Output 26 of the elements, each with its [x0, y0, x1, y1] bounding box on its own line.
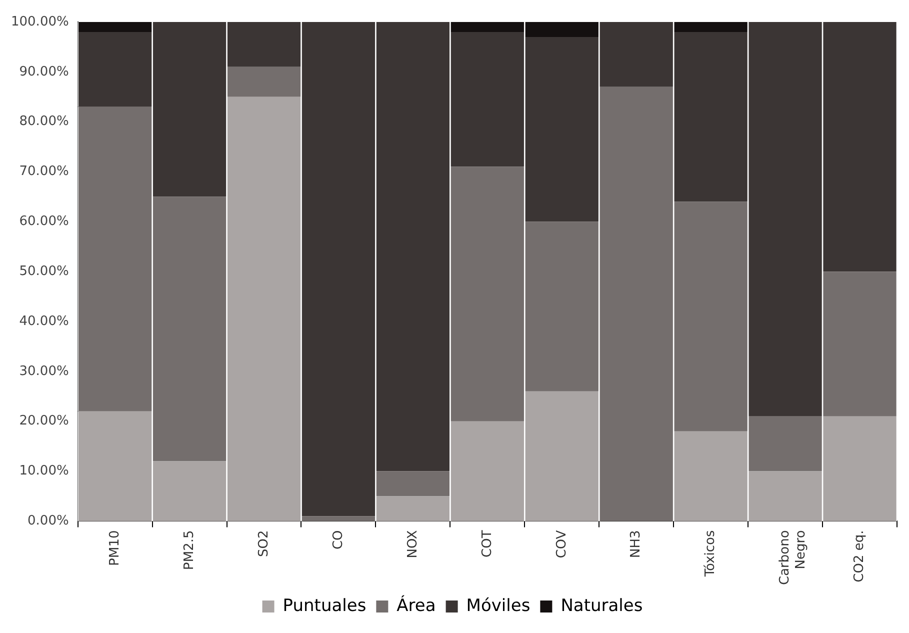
x-tick-label: Carbono Negro	[778, 530, 808, 586]
y-tick-label: 70.00%	[19, 164, 69, 180]
legend-label: Área	[396, 594, 436, 616]
legend-label: Móviles	[466, 596, 530, 616]
y-tick-label: 20.00%	[19, 414, 69, 429]
legend-label: Naturales	[560, 596, 643, 616]
y-tick-label: 50.00%	[19, 264, 69, 279]
x-tick-label: COV	[554, 530, 570, 558]
x-tick-label: COT	[480, 530, 495, 558]
x-tick-label: PM2.5	[182, 530, 197, 570]
y-tick-label: 100.00%	[10, 14, 69, 30]
x-tick-label: NH3	[628, 530, 644, 558]
x-tick-label: NOX	[405, 530, 420, 558]
x-tick-label: SO2	[256, 530, 272, 557]
y-tick-label: 90.00%	[19, 64, 69, 80]
y-tick-label: 30.00%	[19, 364, 69, 379]
y-tick-label: 10.00%	[19, 464, 69, 479]
x-tick-label: Tóxicos	[703, 530, 718, 578]
y-tick-label: 40.00%	[19, 314, 69, 329]
x-tick-label: PM10	[107, 530, 122, 566]
y-tick-label: 80.00%	[19, 114, 69, 130]
x-tick-label: CO2 eq.	[852, 530, 868, 582]
legend-label: Puntuales	[282, 596, 366, 616]
y-tick-label: 60.00%	[19, 214, 69, 230]
x-tick-label: CO	[330, 530, 346, 550]
y-tick-label: 0.00%	[28, 514, 69, 529]
